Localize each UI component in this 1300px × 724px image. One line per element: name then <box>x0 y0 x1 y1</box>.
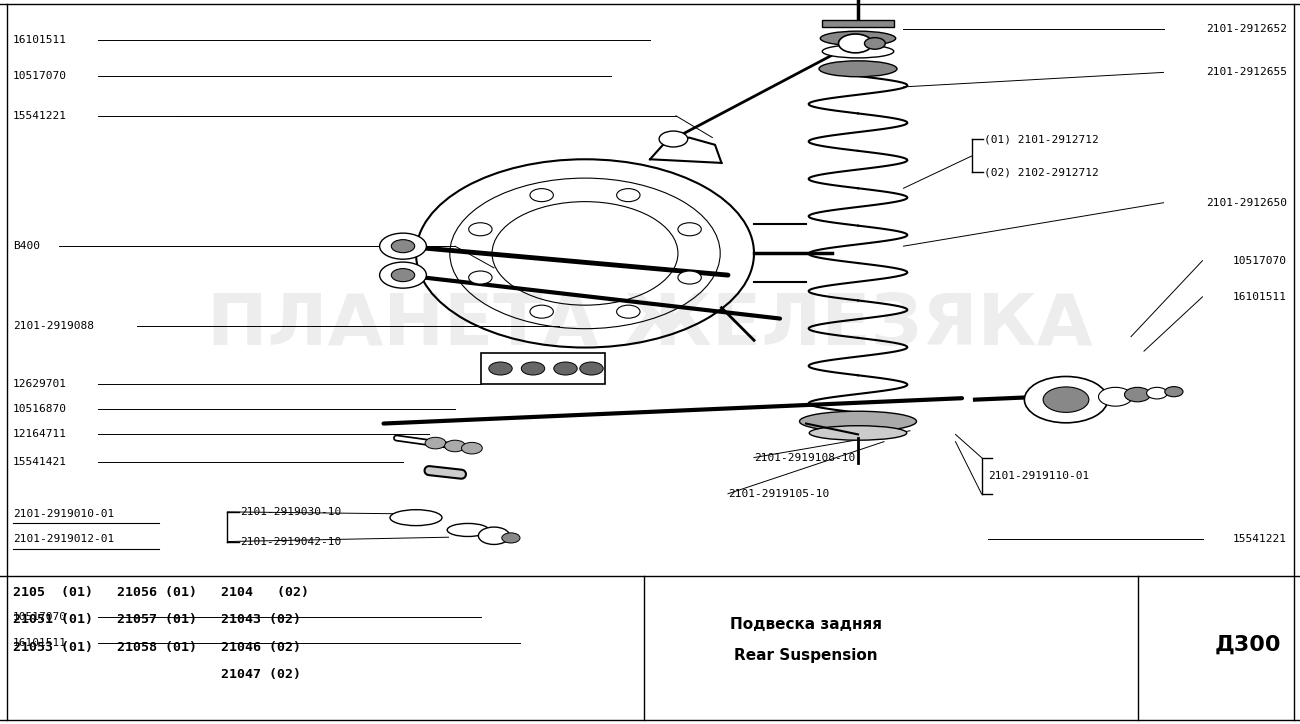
Ellipse shape <box>800 411 916 432</box>
Circle shape <box>1098 387 1132 406</box>
Bar <box>822 20 894 27</box>
Text: 15541421: 15541421 <box>13 457 68 467</box>
Circle shape <box>489 362 512 375</box>
Text: 2105  (01)   21056 (01)   2104   (02): 2105 (01) 21056 (01) 2104 (02) <box>13 586 309 599</box>
Circle shape <box>469 271 493 284</box>
Circle shape <box>1024 376 1108 423</box>
Text: 2101-2912655: 2101-2912655 <box>1206 67 1287 77</box>
Circle shape <box>391 240 415 253</box>
Circle shape <box>469 223 493 236</box>
Text: 16101511: 16101511 <box>1232 292 1287 302</box>
Ellipse shape <box>819 61 897 77</box>
Circle shape <box>445 440 465 452</box>
Circle shape <box>864 38 885 49</box>
Text: 2101-2912650: 2101-2912650 <box>1206 198 1287 208</box>
Circle shape <box>380 262 426 288</box>
Text: 10517070: 10517070 <box>13 612 68 622</box>
Text: 2101-2919105-10: 2101-2919105-10 <box>728 489 829 499</box>
Text: Д300: Д300 <box>1214 634 1282 654</box>
Circle shape <box>530 189 554 202</box>
Text: 10516870: 10516870 <box>13 404 68 414</box>
Text: 16101511: 16101511 <box>13 638 68 648</box>
Ellipse shape <box>390 510 442 526</box>
Ellipse shape <box>822 45 894 58</box>
Circle shape <box>1043 387 1089 413</box>
Text: 2101-2919110-01: 2101-2919110-01 <box>988 471 1089 481</box>
Circle shape <box>677 271 701 284</box>
Text: 12164711: 12164711 <box>13 429 68 439</box>
Text: (01) 2101-2912712: (01) 2101-2912712 <box>984 134 1098 144</box>
Circle shape <box>838 34 872 53</box>
Text: 2101-2912652: 2101-2912652 <box>1206 24 1287 34</box>
Text: 21047 (02): 21047 (02) <box>13 668 302 681</box>
Circle shape <box>1147 387 1167 399</box>
Circle shape <box>530 305 554 318</box>
Ellipse shape <box>447 523 489 536</box>
Text: 21053 (01)   21058 (01)   21046 (02): 21053 (01) 21058 (01) 21046 (02) <box>13 641 302 654</box>
Circle shape <box>478 527 510 544</box>
Text: 2101-2919010-01: 2101-2919010-01 <box>13 509 114 519</box>
Text: В400: В400 <box>13 241 40 251</box>
Text: 12629701: 12629701 <box>13 379 68 389</box>
Circle shape <box>502 533 520 543</box>
Circle shape <box>462 442 482 454</box>
Circle shape <box>677 223 701 236</box>
Text: Rear Suspension: Rear Suspension <box>734 648 878 662</box>
Text: 16101511: 16101511 <box>13 35 68 45</box>
Circle shape <box>521 362 545 375</box>
Circle shape <box>554 362 577 375</box>
Text: 2101-2919012-01: 2101-2919012-01 <box>13 534 114 544</box>
Text: 2101-2919042-10: 2101-2919042-10 <box>240 536 342 547</box>
Text: 15541221: 15541221 <box>13 111 68 121</box>
Text: Подвеска задняя: Подвеска задняя <box>731 617 881 631</box>
Circle shape <box>580 362 603 375</box>
Ellipse shape <box>809 426 907 440</box>
Circle shape <box>1165 387 1183 397</box>
Text: 15541221: 15541221 <box>1232 534 1287 544</box>
Circle shape <box>616 305 640 318</box>
Bar <box>481 353 604 384</box>
Text: 21051 (01)   21057 (01)   21043 (02): 21051 (01) 21057 (01) 21043 (02) <box>13 613 302 626</box>
Text: (02) 2102-2912712: (02) 2102-2912712 <box>984 167 1098 177</box>
Ellipse shape <box>820 31 896 46</box>
Circle shape <box>659 131 688 147</box>
Circle shape <box>616 189 640 202</box>
Text: 10517070: 10517070 <box>1232 256 1287 266</box>
Circle shape <box>1124 387 1150 402</box>
Text: 2101-2919030-10: 2101-2919030-10 <box>240 507 342 517</box>
Text: 10517070: 10517070 <box>13 71 68 81</box>
Text: 2101-2919088: 2101-2919088 <box>13 321 94 331</box>
Text: 2101-2919108-10: 2101-2919108-10 <box>754 452 855 463</box>
Circle shape <box>380 233 426 259</box>
Circle shape <box>391 269 415 282</box>
Text: ПЛАНЕТА ЖЕЛЕЗЯКА: ПЛАНЕТА ЖЕЛЕЗЯКА <box>207 291 1093 361</box>
Circle shape <box>425 437 446 449</box>
